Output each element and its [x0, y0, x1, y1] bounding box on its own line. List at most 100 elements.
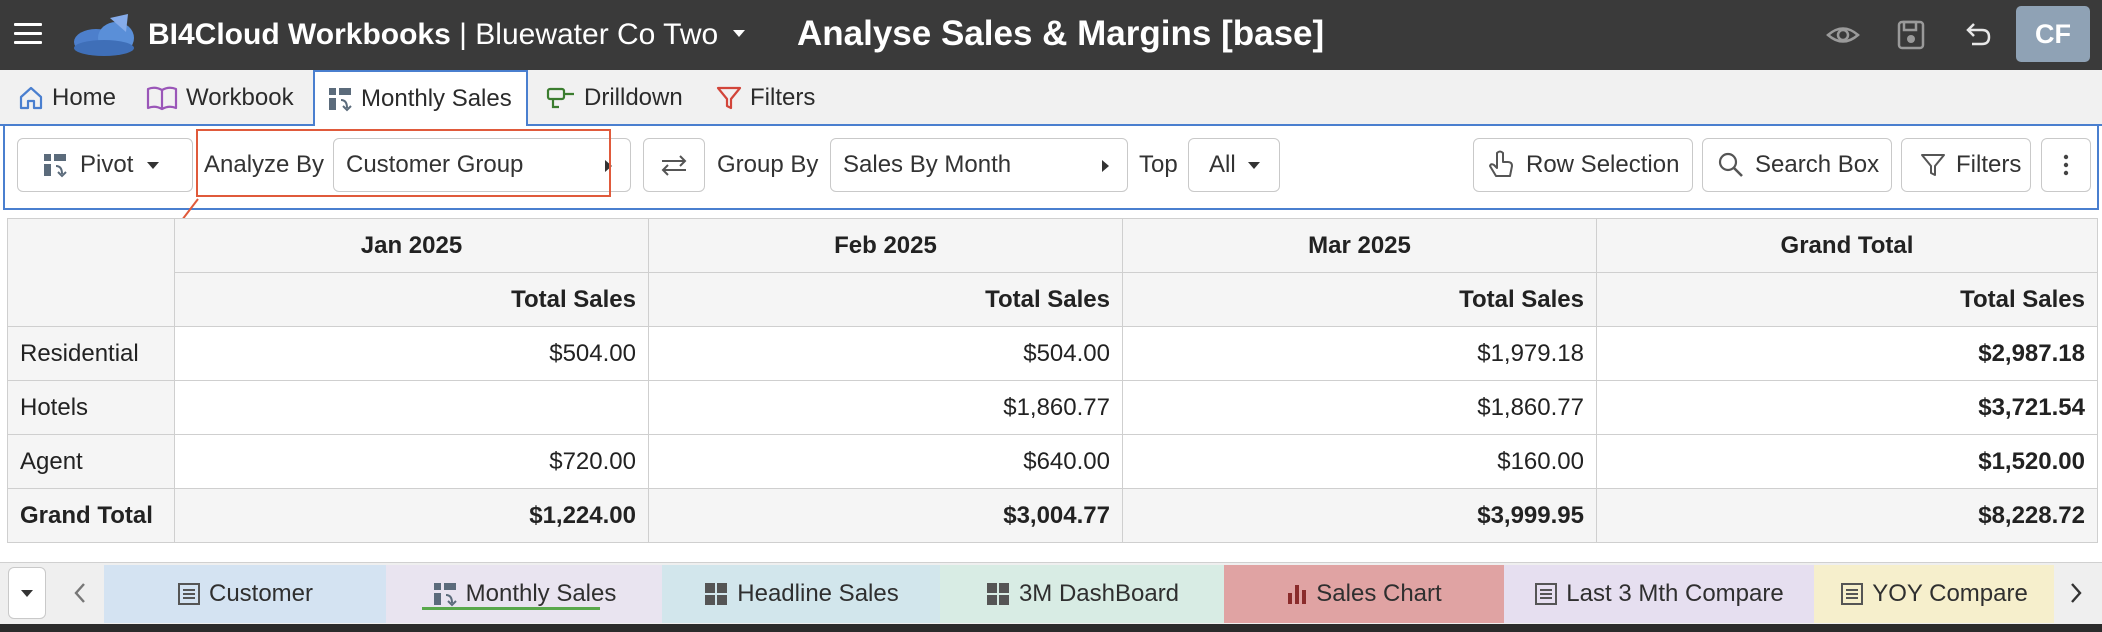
company-dropdown-icon[interactable] — [733, 30, 745, 37]
table-row[interactable]: Agent $720.00 $640.00 $160.00 $1,520.00 — [7, 434, 2098, 489]
value-cell[interactable]: $1,860.77 — [648, 380, 1123, 435]
list-icon — [177, 583, 200, 605]
tab-monthly-sales-label: Monthly Sales — [361, 85, 512, 112]
grand-total-cell[interactable]: $3,004.77 — [648, 488, 1123, 543]
column-header[interactable]: Mar 2025 — [1122, 218, 1597, 273]
row-header[interactable]: Agent — [7, 434, 175, 489]
sheet-scroll-left[interactable] — [60, 567, 100, 619]
search-icon — [1718, 152, 1743, 177]
value-cell[interactable] — [174, 380, 649, 435]
dashboard-icon — [705, 583, 728, 605]
row-total-cell[interactable]: $1,520.00 — [1596, 434, 2098, 489]
table-row[interactable]: Hotels $1,860.77 $1,860.77 $3,721.54 — [7, 380, 2098, 435]
sheet-scroll-right[interactable] — [2056, 567, 2096, 619]
value-cell[interactable]: $640.00 — [648, 434, 1123, 489]
undo-icon[interactable] — [1960, 18, 1994, 52]
app-title: BI4Cloud Workbooks | Bluewater Co Two — [148, 17, 718, 53]
grand-total-cell[interactable]: $3,999.95 — [1122, 488, 1597, 543]
measure-header: Total Sales — [648, 272, 1123, 327]
filters-button[interactable]: Filters — [1901, 138, 2031, 192]
tab-workbook-label: Workbook — [186, 84, 294, 111]
tab-home-label: Home — [52, 84, 117, 111]
tab-home[interactable]: Home — [18, 70, 116, 126]
row-total-cell[interactable]: $3,721.54 — [1596, 380, 2098, 435]
value-cell[interactable]: $1,860.77 — [1122, 380, 1597, 435]
sheet-tab-monthly-sales[interactable]: Monthly Sales — [386, 565, 662, 623]
sheet-tab-label: 3M DashBoard — [1018, 580, 1180, 607]
sheet-tab-3m-dashboard[interactable]: 3M DashBoard — [940, 565, 1224, 623]
menu-icon[interactable] — [14, 23, 42, 45]
search-box-button[interactable]: Search Box — [1702, 138, 1892, 192]
eye-icon[interactable] — [1826, 18, 1860, 52]
sheet-tab-yoy-compare[interactable]: YOY Compare — [1814, 565, 2054, 623]
top-select[interactable]: All — [1188, 138, 1280, 192]
group-by-label: Group By — [717, 151, 819, 178]
chevron-down-icon — [21, 589, 33, 597]
bar-chart-icon — [1288, 585, 1307, 604]
chevron-left-icon — [74, 583, 85, 603]
user-avatar[interactable]: CF — [2016, 6, 2090, 62]
page-title: Analyse Sales & Margins [base] — [797, 14, 1325, 53]
value-cell[interactable]: $1,979.18 — [1122, 326, 1597, 381]
column-header[interactable]: Feb 2025 — [648, 218, 1123, 273]
pivot-button[interactable]: Pivot — [17, 138, 193, 192]
swap-arrows-icon — [661, 155, 687, 176]
home-icon — [19, 86, 43, 110]
swap-axes-button[interactable] — [643, 138, 705, 192]
row-total-cell[interactable]: $2,987.18 — [1596, 326, 2098, 381]
pivot-toolbar: Pivot Analyze By Customer Group Group By… — [3, 126, 2099, 210]
pivot-icon — [44, 154, 67, 178]
sheet-tab-customer[interactable]: Customer — [104, 565, 386, 623]
list-icon — [1841, 583, 1864, 605]
tab-filters[interactable]: Filters — [716, 70, 815, 126]
drill-icon — [546, 87, 574, 109]
sheet-tab-label: YOY Compare — [1872, 580, 2028, 607]
group-by-value: Sales By Month — [843, 151, 1012, 178]
active-sheet-indicator — [422, 607, 600, 610]
window-bottom-edge — [0, 624, 2102, 632]
value-cell[interactable]: $160.00 — [1122, 434, 1597, 489]
grand-total-row[interactable]: Grand Total $1,224.00 $3,004.77 $3,999.9… — [7, 488, 2098, 543]
app-name: BI4Cloud Workbooks — [148, 18, 451, 51]
sheet-tabs-bar: Customer Monthly Sales Headline Sales 3M… — [0, 562, 2102, 624]
company-name[interactable]: Bluewater Co Two — [475, 18, 719, 51]
sheet-tab-headline-sales[interactable]: Headline Sales — [662, 565, 940, 623]
tab-workbook[interactable]: Workbook — [146, 70, 294, 126]
sheet-tab-label: Last 3 Mth Compare — [1566, 580, 1784, 607]
value-cell[interactable]: $720.00 — [174, 434, 649, 489]
pivot-table-container: Jan 2025 Feb 2025 Mar 2025 Grand Total T… — [7, 218, 2098, 544]
grand-total-cell[interactable]: $8,228.72 — [1596, 488, 2098, 543]
tab-drilldown[interactable]: Drilldown — [546, 70, 683, 126]
app-header: BI4Cloud Workbooks | Bluewater Co Two An… — [0, 0, 2102, 70]
pivot-button-label: Pivot — [80, 151, 134, 178]
save-icon[interactable] — [1894, 18, 1928, 52]
nav-tabs: Home Workbook Monthly Sales Drilldown Fi… — [0, 70, 2102, 128]
measure-header: Total Sales — [174, 272, 649, 327]
row-selection-button[interactable]: Row Selection — [1473, 138, 1693, 192]
more-options-button[interactable] — [2041, 138, 2091, 192]
value-cell[interactable]: $504.00 — [174, 326, 649, 381]
filter-icon — [1921, 154, 1945, 176]
measure-header-row: Total Sales Total Sales Total Sales Tota… — [8, 272, 2098, 327]
row-header[interactable]: Hotels — [7, 380, 175, 435]
column-header[interactable]: Jan 2025 — [174, 218, 649, 273]
row-header[interactable]: Residential — [7, 326, 175, 381]
chevron-down-icon — [147, 161, 160, 169]
list-icon — [1535, 583, 1558, 605]
vertical-dots-icon — [2063, 154, 2069, 176]
measure-header: Total Sales — [1122, 272, 1597, 327]
cloud-logo-icon — [74, 14, 134, 56]
sheet-tab-last-3-mth-compare[interactable]: Last 3 Mth Compare — [1504, 565, 1814, 623]
analyze-by-select[interactable]: Customer Group — [333, 138, 631, 192]
grand-total-label: Grand Total — [7, 488, 175, 543]
table-row[interactable]: Residential $504.00 $504.00 $1,979.18 $2… — [7, 326, 2098, 381]
table-corner-cell — [7, 218, 175, 327]
grand-total-cell[interactable]: $1,224.00 — [174, 488, 649, 543]
sheet-tab-sales-chart[interactable]: Sales Chart — [1224, 565, 1504, 623]
value-cell[interactable]: $504.00 — [648, 326, 1123, 381]
sheet-list-dropdown[interactable] — [8, 567, 46, 619]
column-header[interactable]: Grand Total — [1596, 218, 2098, 273]
group-by-select[interactable]: Sales By Month — [830, 138, 1128, 192]
tab-monthly-sales[interactable]: Monthly Sales — [313, 70, 528, 128]
pointer-hand-icon — [1489, 150, 1513, 177]
